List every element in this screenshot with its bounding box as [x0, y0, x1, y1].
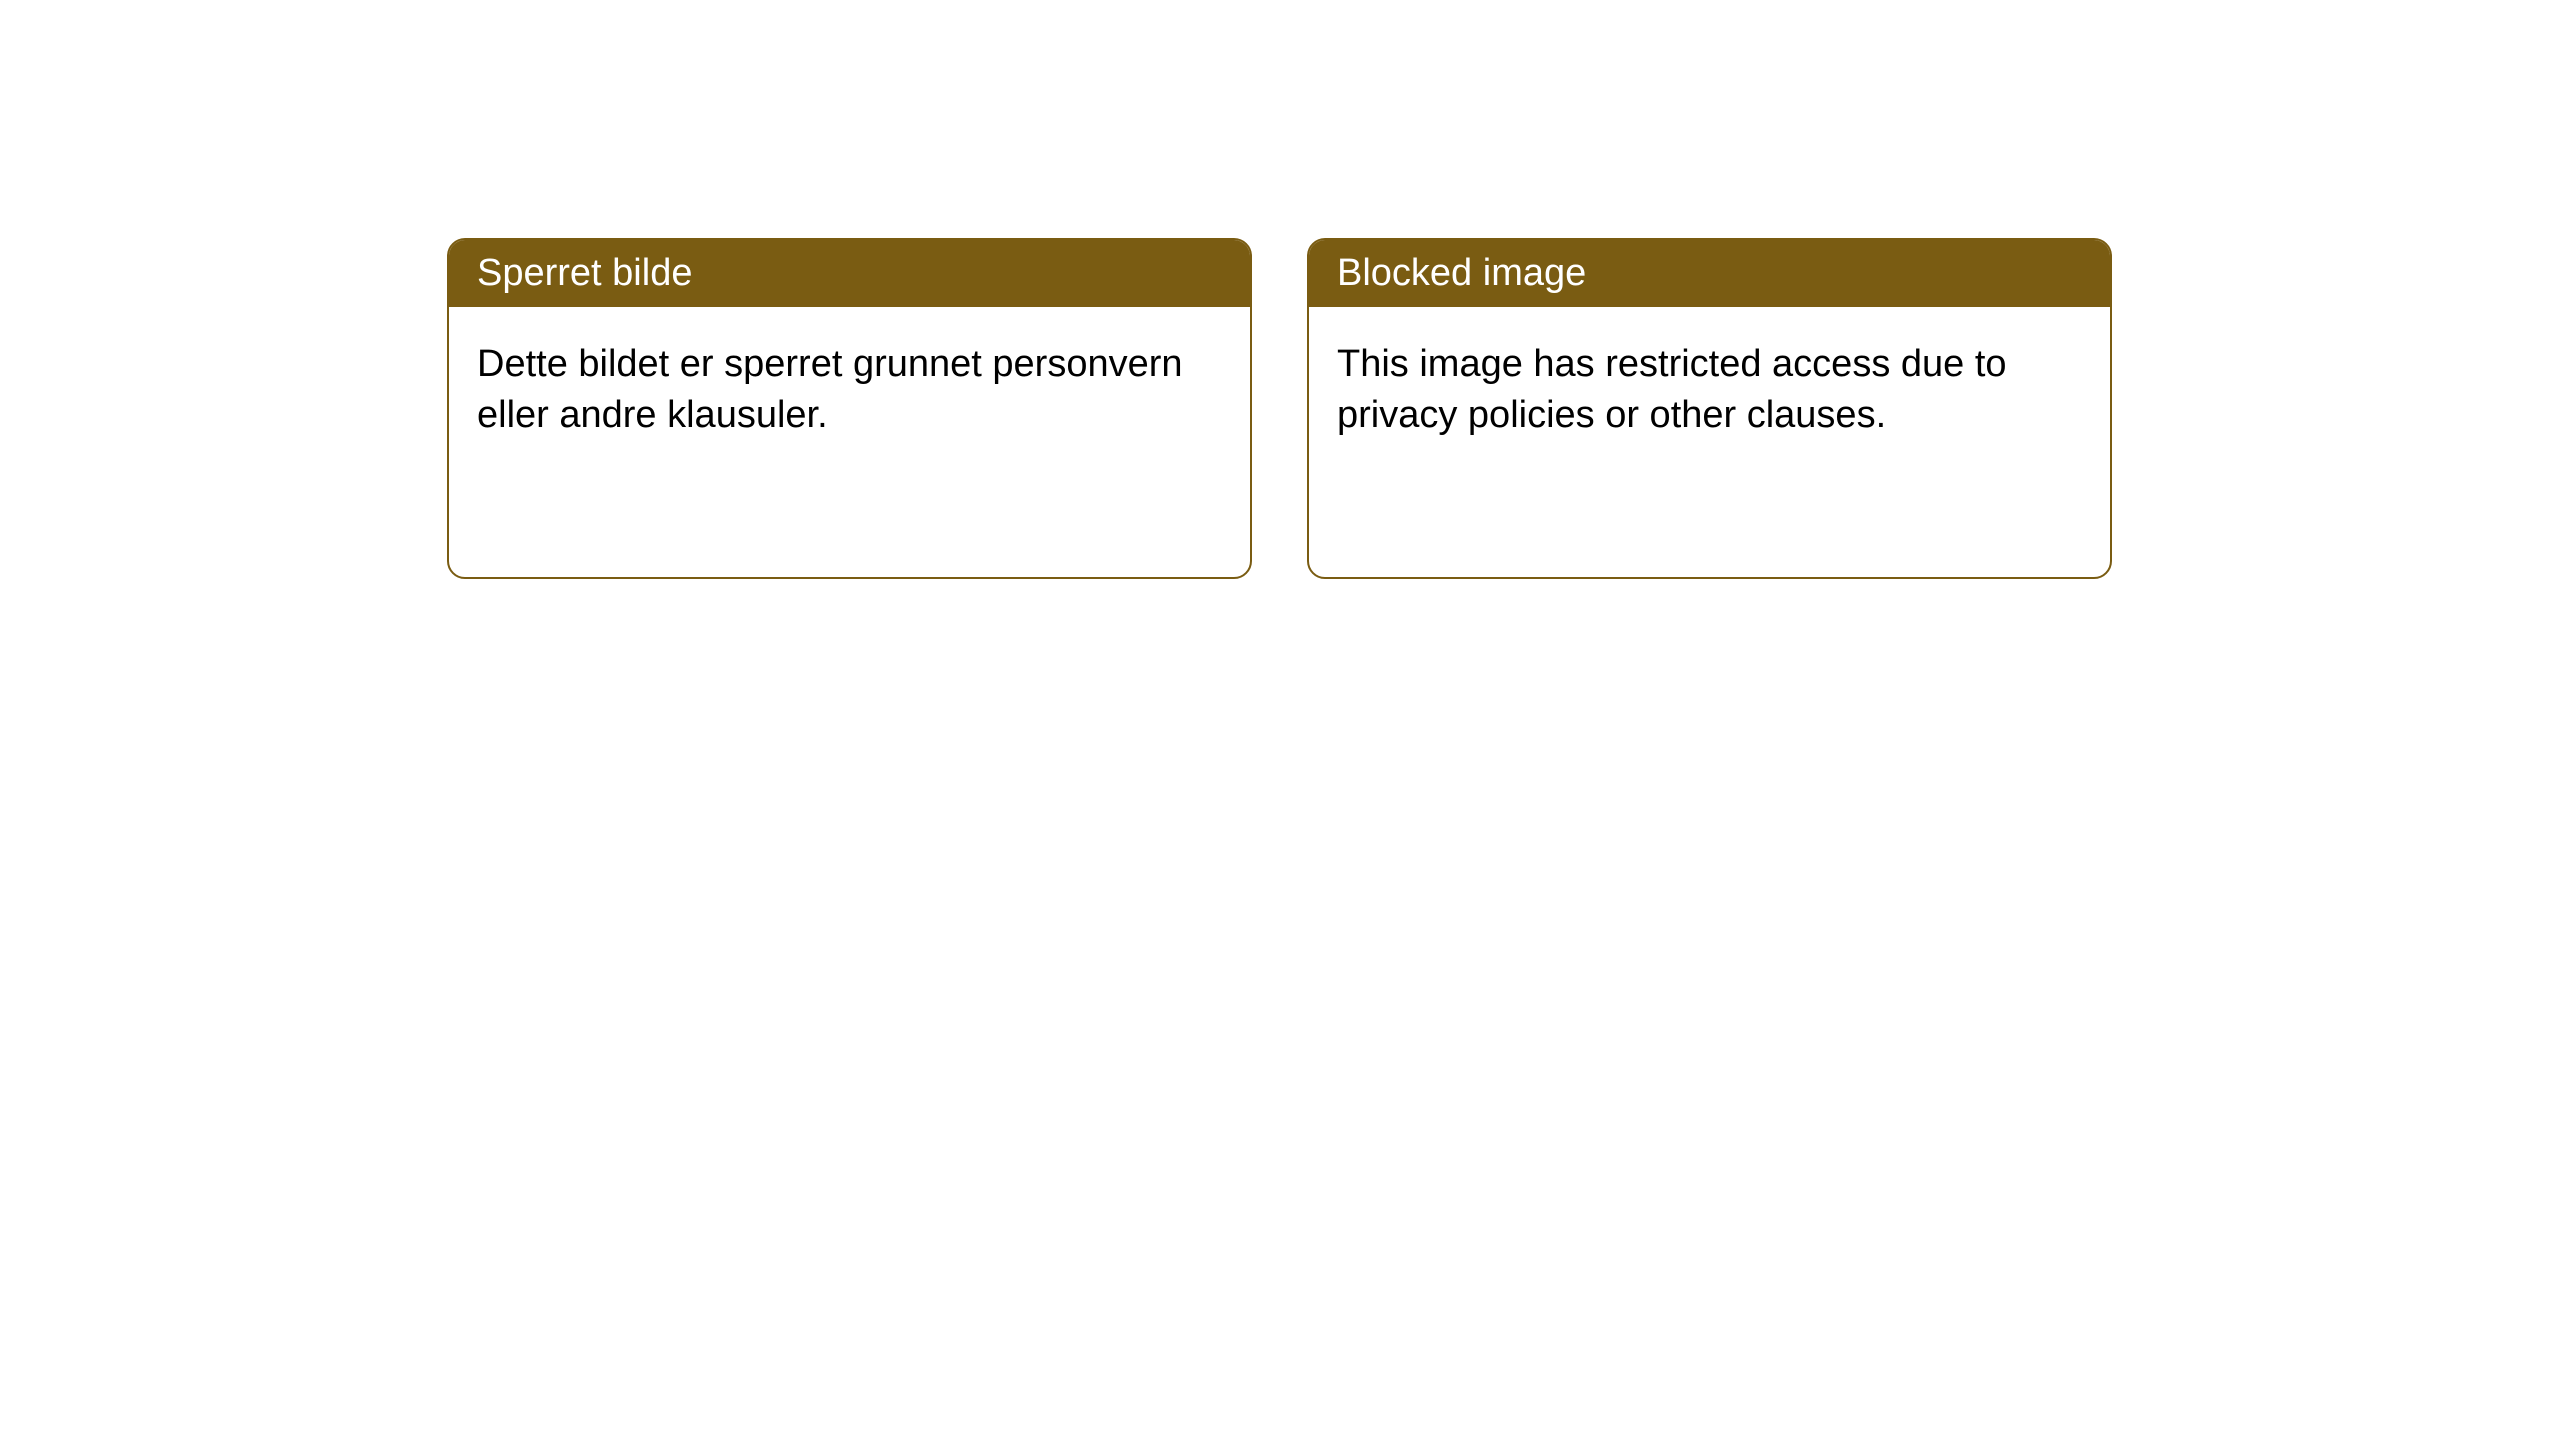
notice-card-norwegian: Sperret bilde Dette bildet er sperret gr…: [447, 238, 1252, 579]
notice-body-english: This image has restricted access due to …: [1309, 307, 2110, 474]
notice-cards-container: Sperret bilde Dette bildet er sperret gr…: [447, 238, 2112, 579]
notice-header-english: Blocked image: [1309, 240, 2110, 307]
notice-header-norwegian: Sperret bilde: [449, 240, 1250, 307]
notice-body-norwegian: Dette bildet er sperret grunnet personve…: [449, 307, 1250, 474]
notice-card-english: Blocked image This image has restricted …: [1307, 238, 2112, 579]
